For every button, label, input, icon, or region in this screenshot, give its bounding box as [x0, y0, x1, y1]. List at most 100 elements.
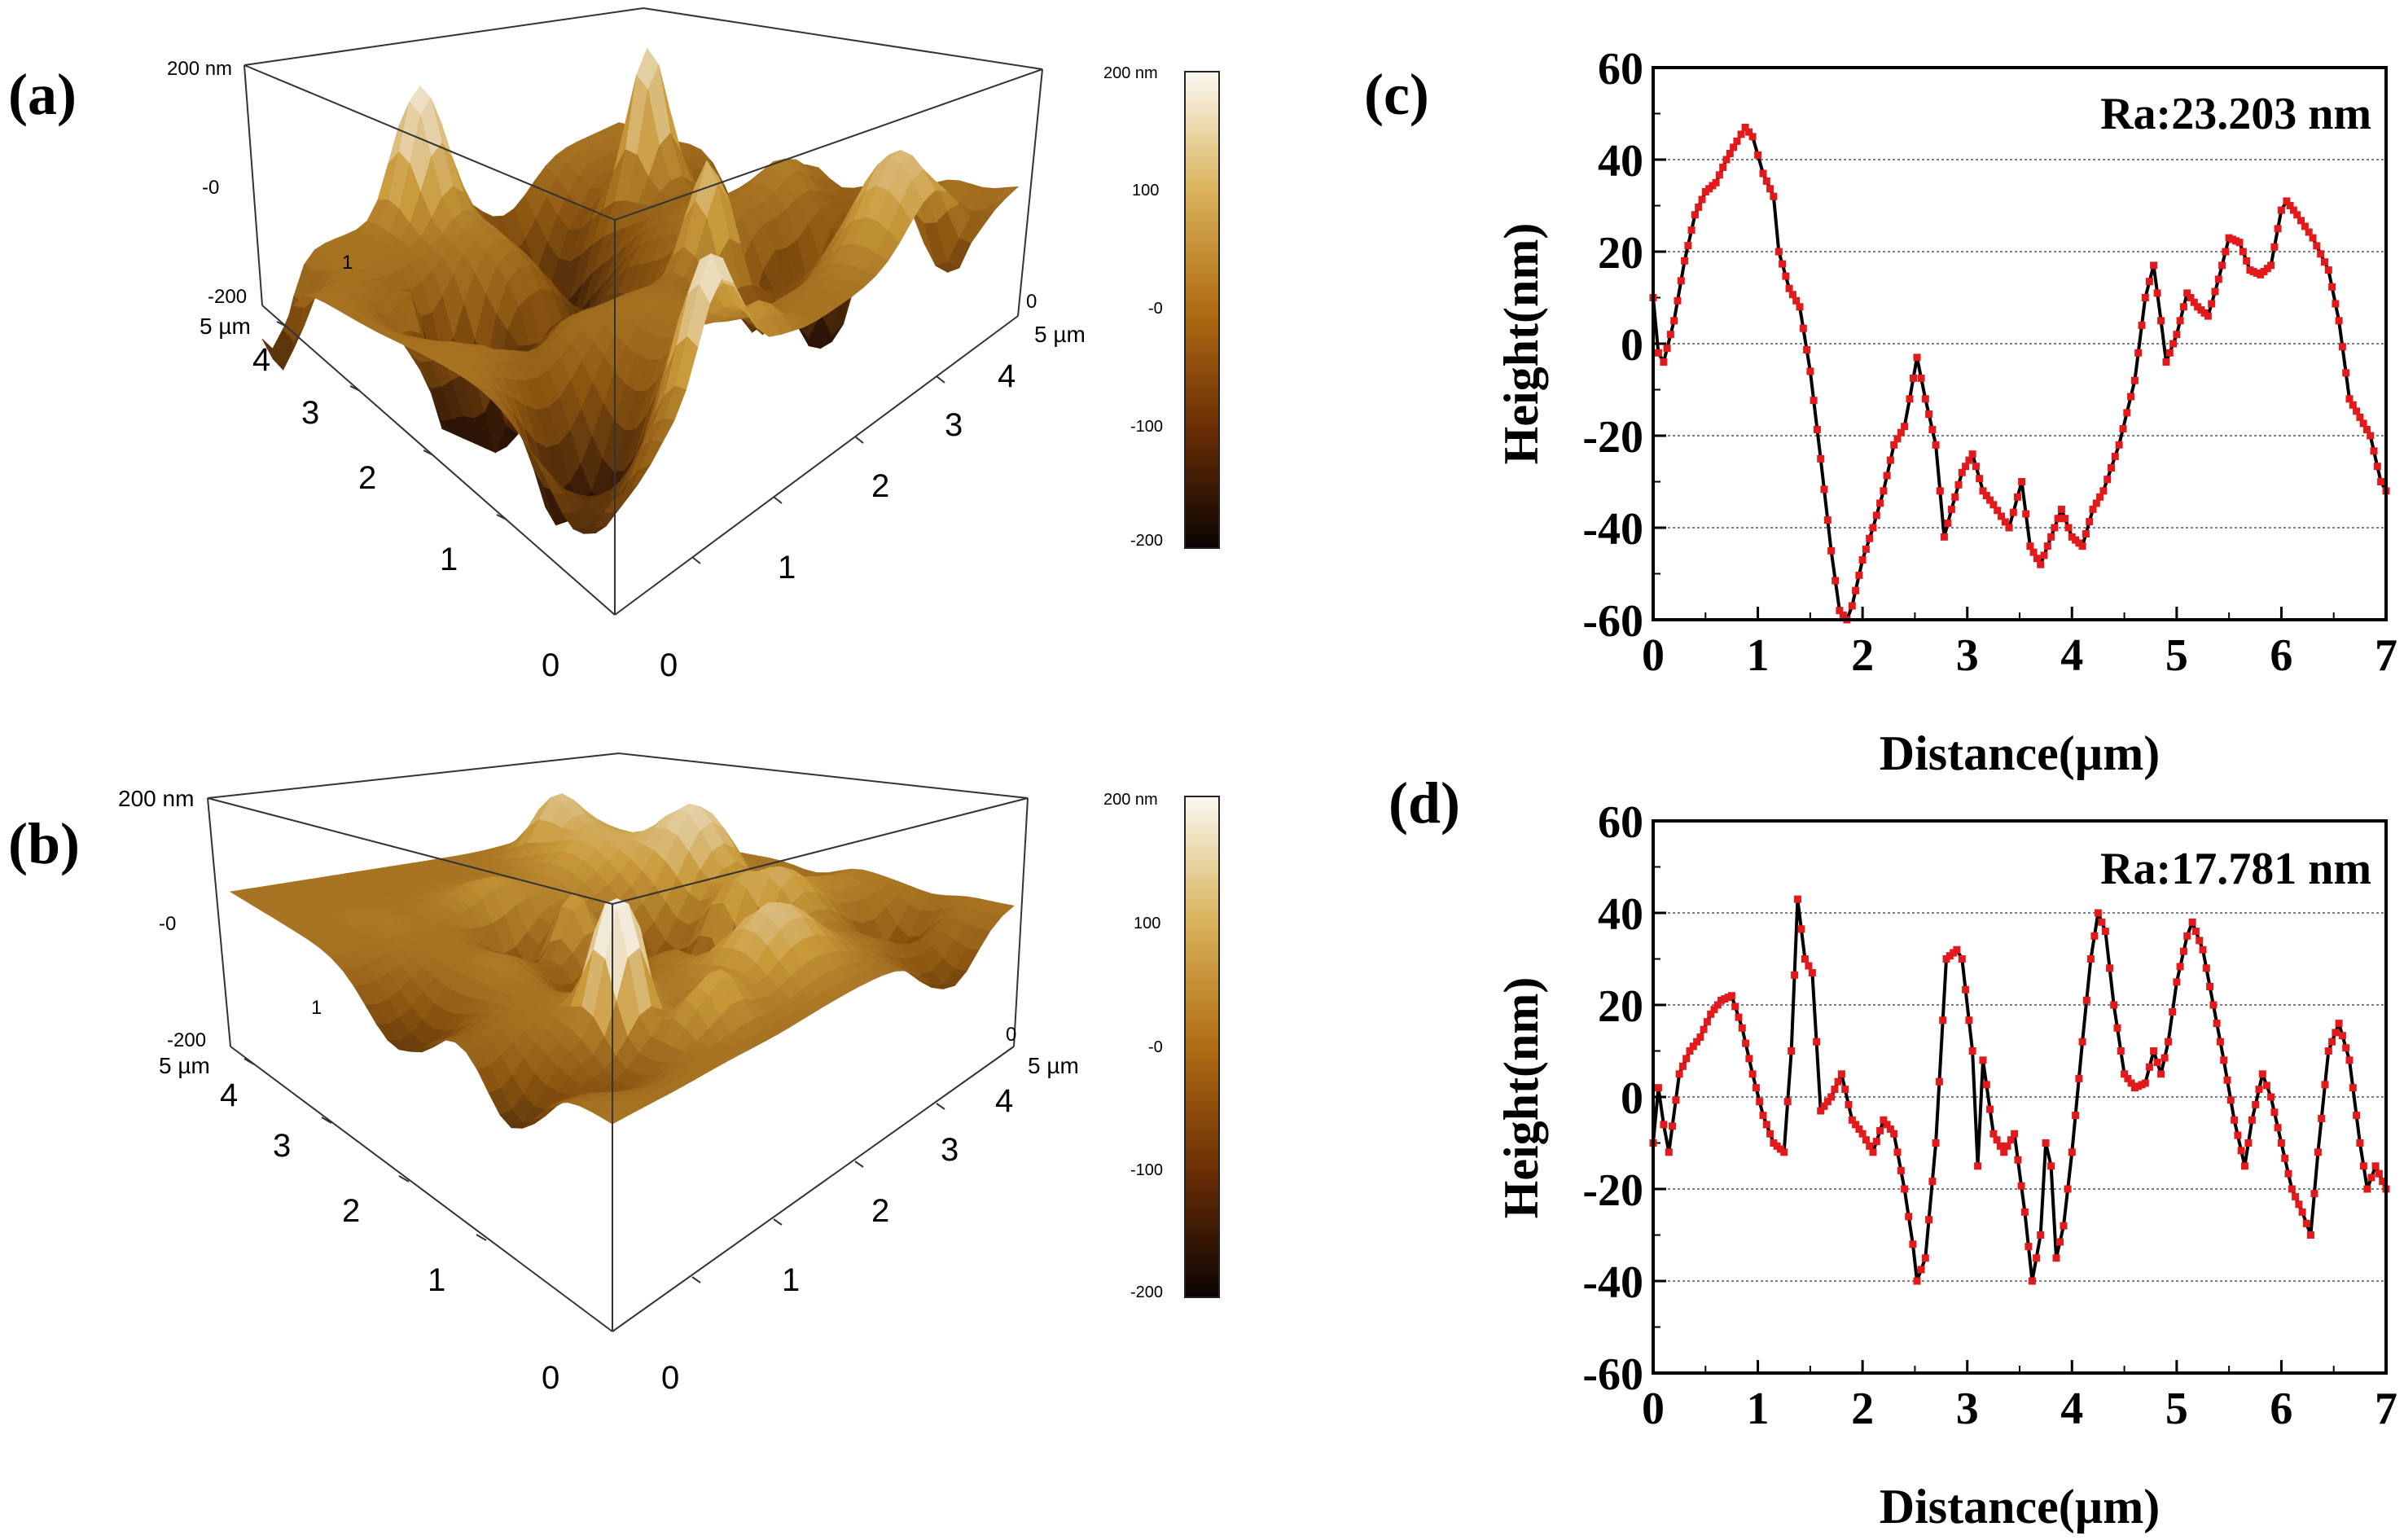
chart-d-data-point: [2199, 945, 2207, 954]
chart-c-data-point: [1962, 463, 1970, 471]
chart-c-data-point: [2057, 505, 2065, 513]
chart-c-ytick-label: 60: [1598, 44, 1643, 94]
chart-c-data-point: [1951, 493, 1959, 501]
chart-d-ticks: -60 -40 -20 0 20 40 60 0 1 2 3 4 5 6 7: [1582, 797, 2397, 1434]
chart-c-data-point: [2005, 524, 2013, 532]
chart-c-data-point: [2274, 225, 2282, 233]
chart-c-data-point: [1779, 260, 1787, 268]
chart-d-data-point: [1953, 945, 1961, 954]
chart-d-data-point: [1813, 1038, 1821, 1046]
afm-a-x-tick-4: 4: [998, 358, 1016, 394]
chart-c-data-point: [2367, 432, 2375, 440]
chart-c-data-point: [2104, 476, 2112, 484]
chart-d-data-point: [2349, 1084, 2357, 1092]
chart-c-data-point: [2047, 533, 2055, 541]
chart-d-data-point: [2017, 1182, 2025, 1190]
chart-c-data-point: [2305, 228, 2313, 236]
chart-d-data-point: [1958, 955, 1966, 963]
chart-c-data-point: [1712, 178, 1720, 186]
afm-a-y-end: 5 µm: [200, 314, 251, 339]
chart-c-data-point: [1839, 611, 1847, 619]
chart-d-data-point: [2047, 1162, 2055, 1170]
chart-d-data-point: [1925, 1216, 1933, 1224]
chart-d-data-point: [2064, 1185, 2072, 1193]
chart-d-data-point: [2356, 1139, 2364, 1147]
chart-c-data-point: [2301, 222, 2309, 230]
chart-d-data-point: [2033, 1254, 2041, 1262]
chart-d-data-point: [2028, 1277, 2036, 1285]
chart-d-data-point: [1788, 1047, 1796, 1055]
chart-d-ytick-label: 40: [1598, 889, 1643, 940]
chart-d-ytick-label: -20: [1582, 1165, 1643, 1216]
chart-c-data-point: [1827, 546, 1836, 555]
afm-surface-a: [261, 47, 1020, 534]
chart-c-data-point: [2187, 294, 2195, 301]
chart-c-data-point: [1762, 177, 1770, 185]
chart-d-grid: [1653, 912, 2386, 1282]
chart-c-data-point: [2051, 524, 2059, 532]
chart-d-data-point: [2188, 918, 2196, 926]
chart-c-data-point: [1965, 456, 1973, 464]
chart-d-ytick-label: -40: [1582, 1257, 1643, 1308]
chart-d-data-point: [1700, 1025, 1708, 1033]
afm-a-zlabel-bot: -200: [208, 286, 247, 308]
chart-d-data-point: [1686, 1047, 1694, 1055]
chart-d-data-point: [2101, 928, 2109, 936]
afm-box-a: [243, 7, 1043, 616]
afm-b-y-tick-1: 1: [428, 1262, 445, 1298]
chart-d-data-point: [1848, 1116, 1856, 1124]
chart-d-data-point: [2281, 1154, 2289, 1162]
chart-d-data-point: [2090, 932, 2099, 940]
afm-b-x-tick-2: 2: [871, 1193, 889, 1229]
chart-d-data-point: [2161, 1054, 2169, 1062]
chart-c-xtick-label: 3: [1956, 630, 1979, 681]
chart-c-data-point: [2096, 493, 2104, 501]
chart-c-data-point: [2359, 419, 2367, 428]
chart-c-data-point: [2289, 206, 2297, 214]
chart-d-data-point: [2098, 918, 2106, 926]
afm-b-x-end: 5 µm: [1028, 1053, 1079, 1078]
chart-d-data-point: [1735, 1013, 1743, 1021]
afm-3d-image-a: 200 nm -0 -200 1 0 5 µm 5 µm 0 1 2 3 4 0…: [167, 7, 1220, 683]
chart-d-frame: [1652, 819, 2388, 1375]
chart-c-data-point: [1921, 395, 1929, 403]
chart-d-data-point: [2277, 1139, 2285, 1147]
chart-d-xlabel: Distance(µm): [1880, 1480, 2160, 1533]
chart-c-ytick-label: 20: [1598, 228, 1643, 279]
chart-d-data-point: [2306, 1231, 2314, 1239]
chart-d-data-point: [2157, 1070, 2165, 1078]
chart-c-xtick-label: 5: [2165, 630, 2188, 681]
chart-d-ytick-label: 0: [1621, 1073, 1643, 1124]
chart-c-data-point: [2173, 331, 2181, 339]
chart-d-data-point: [2375, 1169, 2383, 1178]
chart-d-data-point: [2267, 1093, 2275, 1101]
chart-c-data-point: [1677, 277, 1685, 285]
afm-a-x-tick-3: 3: [945, 407, 963, 443]
afm-a-cbar-100: 100: [1132, 182, 1159, 200]
chart-d-data-point: [1665, 1148, 1673, 1156]
afm-a-colorbar: [1184, 71, 1220, 549]
chart-d-data-point: [2295, 1200, 2303, 1209]
chart-c-data-point: [1872, 511, 1880, 520]
chart-c-xtick-label: 0: [1642, 630, 1665, 681]
afm-b-zlabel-mid: -0: [159, 913, 176, 935]
chart-c-data-point: [1932, 441, 1940, 449]
chart-d-data-point: [2145, 1063, 2153, 1071]
chart-c-data-point: [2115, 441, 2123, 449]
chart-d-xtick-label: 5: [2165, 1384, 2188, 1434]
chart-c-data-point: [2054, 515, 2062, 523]
chart-d-data-point: [1742, 1039, 1750, 1047]
chart-d-data-point: [2255, 1086, 2263, 1094]
chart-c-data-point: [2157, 317, 2165, 325]
chart-d-xtick-label: 3: [1956, 1384, 1979, 1434]
chart-c-data-point: [1820, 485, 1828, 494]
chart-d-data-point: [1862, 1136, 1870, 1144]
afm-3d-image-b: 200 nm -0 -200 1 0 5 µm 5 µm 0 1 2 3 4 0…: [118, 752, 1220, 1396]
afm-b-cbar-m100: -100: [1130, 1161, 1163, 1179]
chart-d-data-point: [1928, 1178, 1937, 1186]
chart-c-data-point: [1876, 499, 1884, 507]
chart-d-data-point: [1876, 1126, 1884, 1134]
chart-d-series: [1649, 895, 2390, 1285]
chart-c-data-point: [2029, 548, 2038, 556]
